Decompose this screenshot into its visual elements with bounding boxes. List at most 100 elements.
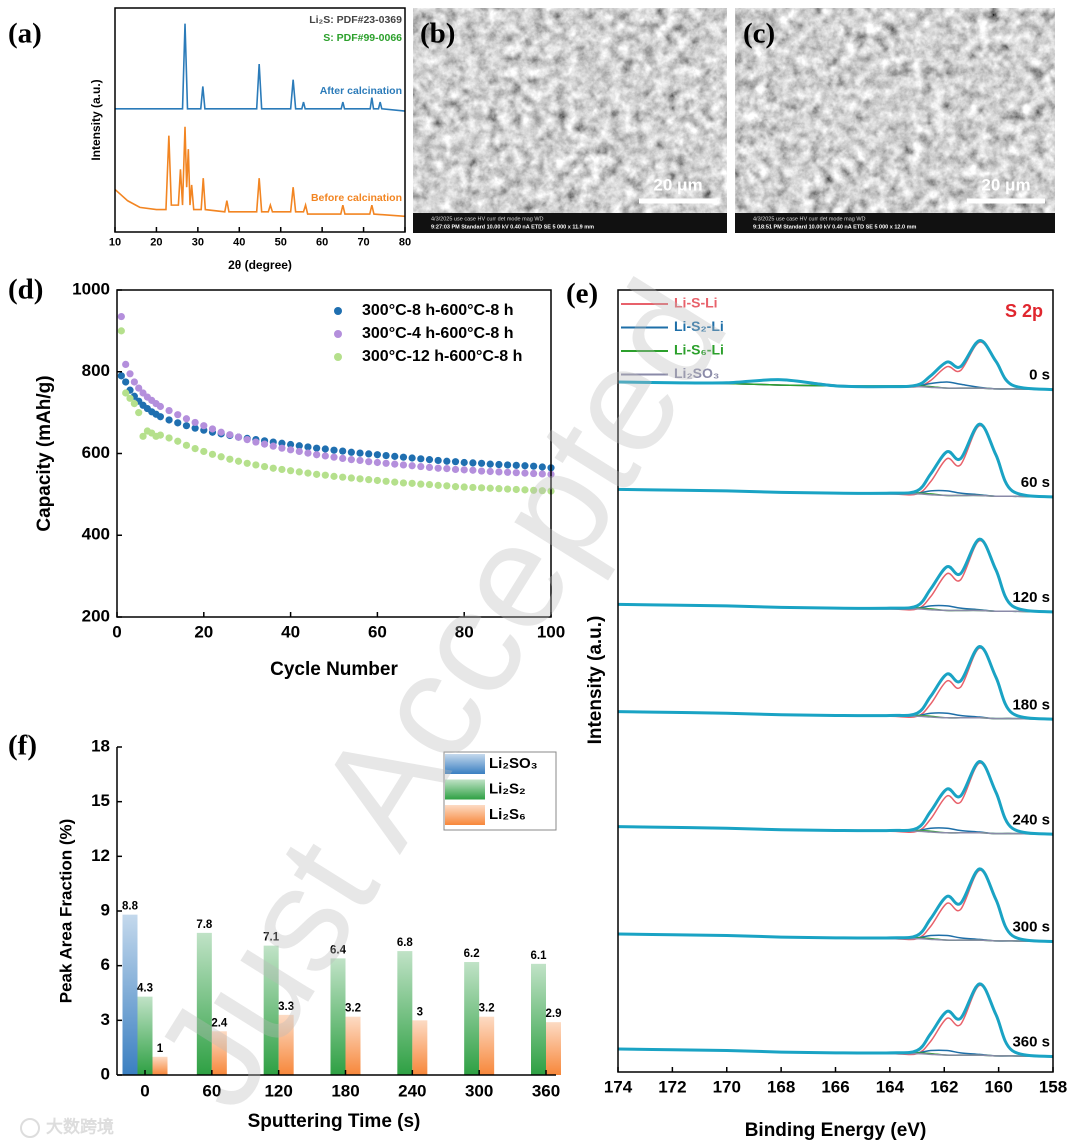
bar bbox=[278, 1014, 294, 1075]
data-point bbox=[469, 483, 477, 492]
legend-label: Li₂SO₃ bbox=[674, 365, 719, 381]
data-point bbox=[269, 464, 277, 472]
x-axis-label: Binding Energy (eV) bbox=[745, 1120, 927, 1141]
data-point bbox=[530, 469, 538, 478]
x-tick-label: 174 bbox=[604, 1078, 633, 1097]
x-tick-label: 40 bbox=[233, 236, 245, 248]
data-point bbox=[200, 447, 208, 456]
info-bar bbox=[735, 213, 1055, 233]
legend-label: Li₂S₂ bbox=[489, 780, 526, 797]
data-point bbox=[451, 458, 460, 466]
data-point bbox=[252, 438, 260, 446]
x-tick-label: 360 bbox=[532, 1081, 560, 1100]
data-point bbox=[451, 465, 460, 474]
data-point bbox=[347, 448, 355, 456]
data-point bbox=[321, 445, 329, 453]
data-point bbox=[313, 444, 321, 452]
x-tick-label: 60 bbox=[368, 623, 387, 642]
info-bar bbox=[413, 213, 727, 233]
y-axis-label: Peak Area Fraction (%) bbox=[56, 819, 75, 1004]
data-point bbox=[208, 425, 217, 433]
y-axis-label: Capacity (mAh/g) bbox=[34, 375, 55, 531]
data-point bbox=[304, 449, 312, 457]
x-axis-label: Sputtering Time (s) bbox=[248, 1111, 421, 1132]
sem-image bbox=[413, 8, 727, 233]
y-tick-label: 18 bbox=[91, 736, 110, 755]
data-point bbox=[347, 474, 355, 482]
info-header: 4/3/2025 use case HV curr det mode mag W… bbox=[753, 216, 866, 222]
x-tick-label: 0 bbox=[140, 1081, 149, 1100]
logo-icon bbox=[20, 1118, 40, 1138]
panel-label: (a) bbox=[8, 18, 42, 50]
data-point bbox=[226, 455, 234, 463]
data-point bbox=[538, 487, 546, 495]
data-point bbox=[339, 454, 347, 463]
spectrum-label: 360 s bbox=[1012, 1034, 1050, 1051]
x-tick-label: 164 bbox=[876, 1078, 905, 1097]
bar bbox=[464, 962, 480, 1075]
data-point bbox=[495, 485, 503, 493]
data-point bbox=[382, 451, 390, 460]
data-point bbox=[260, 440, 269, 448]
info-values: 9:27:03 PM Standard 10.00 kV 0.40 nA ETD… bbox=[431, 224, 594, 230]
data-point bbox=[443, 457, 451, 465]
plot-frame bbox=[617, 289, 1054, 1073]
data-point bbox=[139, 432, 147, 440]
value-label: 3.3 bbox=[278, 1001, 294, 1013]
data-point bbox=[304, 443, 312, 451]
data-point bbox=[313, 470, 321, 478]
annotation: After calcination bbox=[320, 85, 402, 97]
data-point bbox=[117, 327, 125, 335]
legend-marker bbox=[334, 307, 342, 315]
data-point bbox=[234, 433, 243, 441]
data-point bbox=[287, 440, 295, 449]
legend-swatch bbox=[445, 779, 485, 800]
data-point bbox=[135, 384, 143, 392]
legend-swatch bbox=[445, 805, 485, 825]
data-point bbox=[443, 482, 451, 490]
data-point bbox=[434, 481, 442, 489]
data-point bbox=[260, 462, 269, 471]
legend-marker bbox=[334, 353, 342, 361]
data-point bbox=[135, 409, 143, 417]
panel-label: (c) bbox=[743, 18, 775, 50]
value-label: 3 bbox=[417, 1006, 423, 1018]
data-point bbox=[356, 456, 364, 465]
value-label: 6.1 bbox=[531, 950, 548, 962]
data-point bbox=[477, 484, 486, 492]
data-point bbox=[217, 428, 225, 436]
data-point bbox=[165, 406, 173, 415]
envelope-curve bbox=[617, 645, 1054, 721]
data-point bbox=[399, 479, 408, 487]
data-point bbox=[117, 312, 125, 321]
data-point bbox=[122, 378, 130, 386]
x-tick-label: 300 bbox=[465, 1081, 493, 1100]
x-tick-label: 160 bbox=[984, 1078, 1012, 1097]
data-point bbox=[269, 442, 277, 450]
data-point bbox=[182, 415, 191, 423]
envelope-curve bbox=[617, 760, 1054, 836]
y-tick-label: 9 bbox=[101, 900, 110, 919]
x-tick-label: 162 bbox=[930, 1078, 958, 1097]
x-tick-label: 172 bbox=[658, 1078, 686, 1097]
x-tick-label: 50 bbox=[275, 236, 287, 248]
data-point bbox=[117, 372, 125, 380]
data-point bbox=[165, 434, 173, 442]
value-label: 8.8 bbox=[122, 901, 139, 913]
value-label: 4.3 bbox=[137, 983, 153, 995]
data-point bbox=[408, 454, 416, 462]
legend-label: 300°C-12 h-600°C-8 h bbox=[362, 348, 522, 365]
value-label: 1 bbox=[157, 1043, 164, 1055]
data-point bbox=[330, 453, 338, 461]
data-point bbox=[373, 451, 381, 459]
scale-bar-label: 20 μm bbox=[981, 175, 1030, 194]
data-point bbox=[391, 478, 399, 486]
data-point bbox=[295, 442, 303, 450]
data-point bbox=[391, 452, 399, 460]
data-point bbox=[495, 468, 503, 476]
data-point bbox=[460, 483, 468, 491]
data-point bbox=[460, 458, 468, 467]
y-axis-label: Intensity (a.u.) bbox=[585, 616, 606, 745]
envelope-curve bbox=[617, 537, 1054, 614]
